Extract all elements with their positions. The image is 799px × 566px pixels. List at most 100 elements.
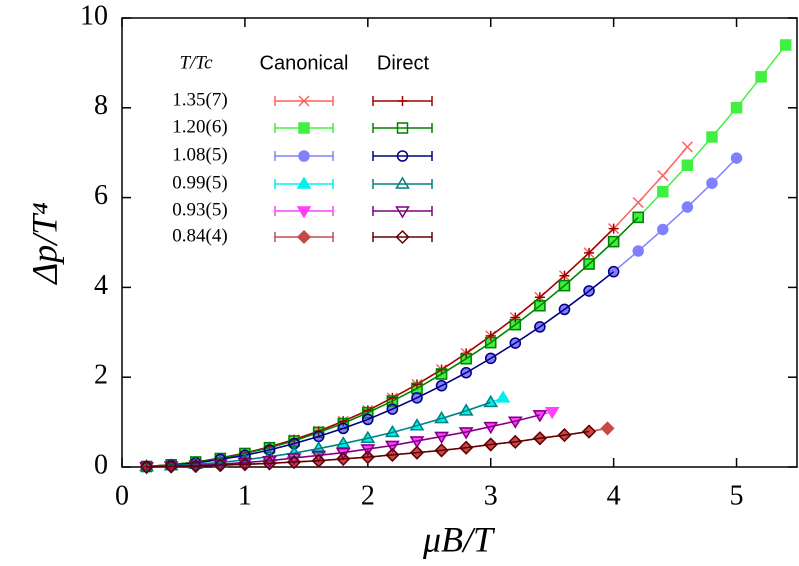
data-point — [460, 353, 472, 365]
y-axis-label: Δp/T⁴ — [24, 202, 64, 286]
legend-key — [395, 176, 410, 189]
data-point — [360, 430, 376, 444]
data-point — [584, 247, 595, 258]
legend-key — [296, 176, 312, 189]
data-point — [311, 450, 326, 463]
data-point — [600, 421, 615, 436]
data-point — [607, 265, 620, 278]
data-point — [411, 382, 423, 395]
legend-label: 0.84(4) — [172, 225, 227, 246]
data-point — [657, 170, 669, 182]
data-point — [335, 447, 351, 461]
x-tick-label: 0 — [115, 480, 129, 511]
data-point — [559, 270, 570, 281]
y-tick-label: 8 — [94, 90, 108, 121]
series-line — [146, 397, 504, 468]
data-point — [483, 421, 499, 435]
legend-title: T/Tc — [179, 52, 213, 73]
legend-header: Direct — [377, 52, 430, 74]
data-point — [483, 394, 499, 408]
data-point — [730, 102, 743, 114]
data-point — [755, 71, 767, 83]
legend-key — [397, 96, 408, 106]
legend-key — [395, 206, 410, 219]
data-point — [509, 318, 522, 331]
legend-key — [372, 232, 433, 242]
data-point — [484, 336, 497, 349]
y-tick-label: 2 — [94, 360, 108, 391]
data-point — [509, 337, 522, 349]
data-point — [730, 152, 743, 164]
data-point — [558, 279, 571, 292]
data-point — [706, 177, 718, 189]
data-point — [557, 428, 572, 443]
series-line — [146, 430, 590, 468]
data-point — [386, 403, 399, 415]
data-point — [779, 39, 792, 51]
data-point — [409, 418, 425, 431]
data-point — [485, 330, 496, 341]
data-point — [409, 436, 425, 449]
data-point — [237, 457, 252, 472]
legend-key — [372, 206, 433, 216]
x-tick-label: 3 — [484, 480, 498, 511]
data-point — [458, 403, 474, 416]
data-point — [657, 223, 669, 236]
data-point — [163, 458, 179, 471]
series-line — [146, 228, 615, 468]
data-point — [608, 223, 619, 234]
data-point — [337, 422, 349, 435]
data-point — [459, 440, 474, 455]
data-point — [360, 450, 375, 465]
data-point — [532, 431, 547, 446]
legend-label: 1.35(7) — [172, 89, 227, 110]
x-tick-label: 1 — [238, 480, 252, 511]
legend-label: 0.99(5) — [172, 172, 227, 193]
data-point — [484, 352, 497, 365]
data-point — [434, 411, 449, 424]
data-point — [434, 431, 449, 444]
data-point — [534, 300, 546, 312]
legend-label: 0.93(5) — [172, 199, 227, 220]
data-point — [409, 445, 425, 460]
data-point — [213, 458, 228, 473]
legend-key — [372, 179, 433, 189]
x-tick-label: 2 — [361, 480, 375, 511]
data-point — [435, 368, 448, 380]
legend-header: Canonical — [260, 52, 349, 74]
data-point — [544, 407, 560, 420]
data-point — [507, 416, 523, 429]
legend-key — [396, 150, 409, 162]
data-point — [385, 424, 400, 438]
y-tick-label: 0 — [94, 449, 108, 480]
data-point — [583, 285, 595, 297]
data-point — [657, 186, 669, 198]
data-point — [411, 392, 423, 404]
data-point — [483, 437, 498, 452]
data-point — [385, 447, 400, 462]
legend-key — [298, 122, 310, 134]
series-line — [146, 44, 787, 468]
legend-label: 1.08(5) — [172, 144, 227, 165]
x-axis-label: μB/T — [422, 519, 496, 559]
data-point — [458, 427, 474, 440]
data-point — [632, 211, 644, 224]
data-point — [460, 366, 472, 379]
data-point — [311, 441, 326, 454]
data-point — [139, 459, 154, 475]
legend-key — [372, 151, 433, 161]
data-point — [434, 443, 449, 458]
data-point — [139, 462, 154, 475]
data-point — [311, 453, 326, 468]
data-point — [681, 141, 693, 153]
data-point — [681, 201, 694, 213]
legend-key — [372, 123, 433, 133]
data-point — [360, 444, 376, 457]
data-point — [510, 312, 521, 323]
y-tick-label: 6 — [94, 180, 108, 211]
data-point — [532, 410, 548, 423]
data-point — [335, 436, 351, 449]
x-tick-label: 5 — [730, 480, 744, 511]
data-point — [495, 390, 511, 403]
